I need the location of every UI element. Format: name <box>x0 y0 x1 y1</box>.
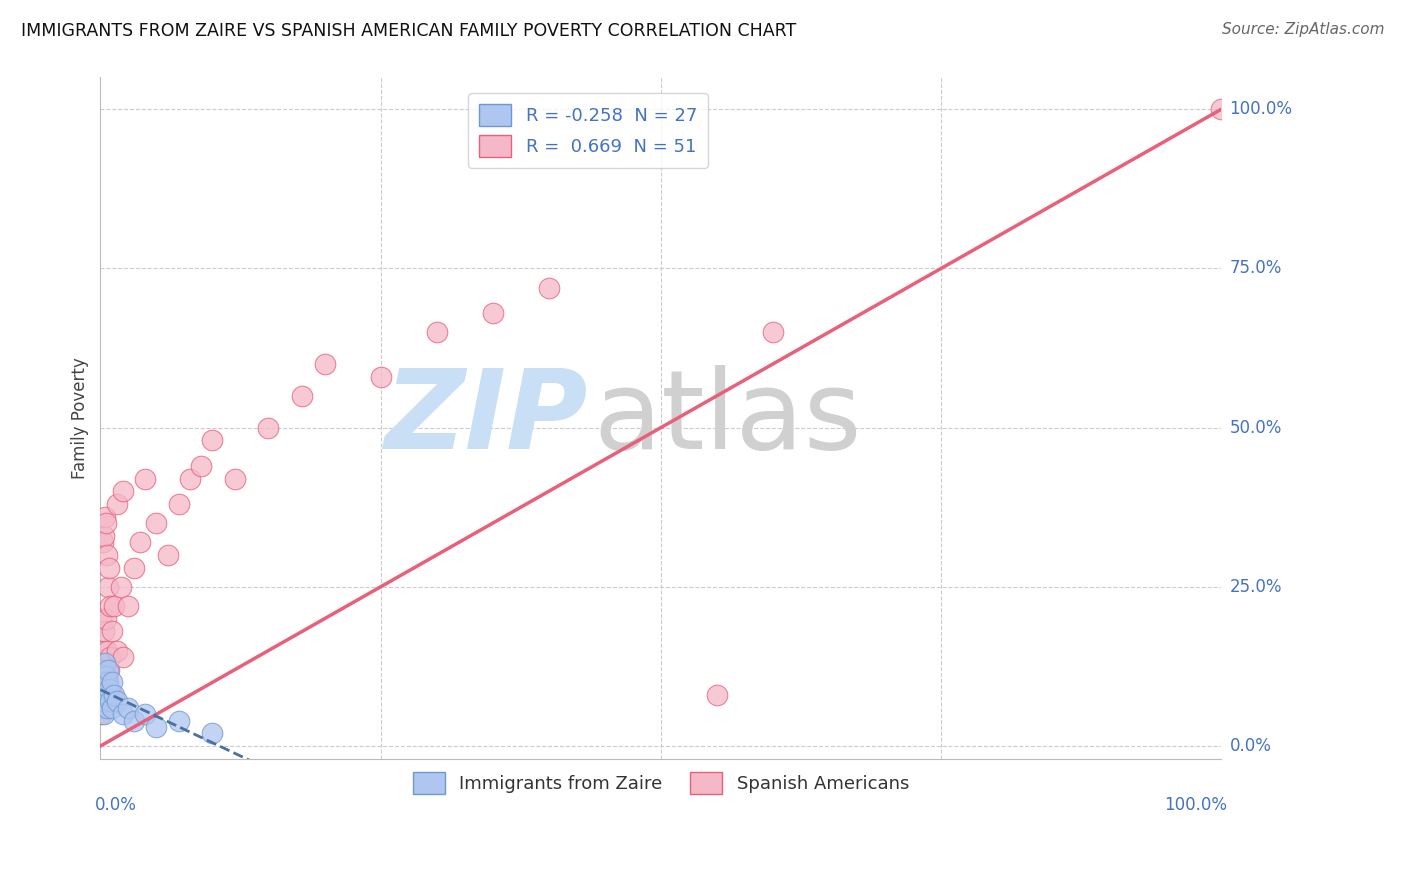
Point <box>179 472 201 486</box>
Text: 25.0%: 25.0% <box>1230 578 1282 596</box>
Point <box>111 484 134 499</box>
Point <box>93 624 115 639</box>
Point <box>105 694 128 708</box>
Point <box>706 688 728 702</box>
Point <box>134 707 156 722</box>
Point <box>103 599 125 613</box>
Point <box>97 663 120 677</box>
Point <box>314 357 336 371</box>
Y-axis label: Family Poverty: Family Poverty <box>72 357 89 479</box>
Point <box>91 643 114 657</box>
Point <box>145 516 167 531</box>
Point <box>90 707 112 722</box>
Text: 100.0%: 100.0% <box>1164 797 1227 814</box>
Point <box>224 472 246 486</box>
Point <box>94 516 117 531</box>
Point <box>105 497 128 511</box>
Point <box>97 580 120 594</box>
Point <box>90 663 112 677</box>
Point <box>91 701 114 715</box>
Point <box>94 688 117 702</box>
Point <box>117 701 139 715</box>
Point <box>110 580 132 594</box>
Point <box>167 497 190 511</box>
Text: Source: ZipAtlas.com: Source: ZipAtlas.com <box>1222 22 1385 37</box>
Point <box>111 649 134 664</box>
Point <box>201 726 224 740</box>
Point <box>94 669 117 683</box>
Text: 50.0%: 50.0% <box>1230 418 1282 437</box>
Point <box>762 325 785 339</box>
Point <box>201 434 224 448</box>
Point <box>98 663 121 677</box>
Point <box>94 663 117 677</box>
Text: ZIP: ZIP <box>384 365 588 472</box>
Point <box>100 675 122 690</box>
Point <box>90 688 112 702</box>
Point <box>94 657 117 671</box>
Point <box>94 612 117 626</box>
Point <box>96 675 118 690</box>
Point <box>96 701 118 715</box>
Point <box>93 529 115 543</box>
Point <box>97 688 120 702</box>
Point <box>90 612 112 626</box>
Point <box>100 688 122 702</box>
Point <box>96 548 118 562</box>
Point <box>93 681 115 696</box>
Point <box>90 675 112 690</box>
Point <box>97 675 120 690</box>
Text: 0.0%: 0.0% <box>1230 737 1271 755</box>
Point <box>167 714 190 728</box>
Point <box>98 560 121 574</box>
Text: 0.0%: 0.0% <box>94 797 136 814</box>
Point <box>122 560 145 574</box>
Text: 100.0%: 100.0% <box>1230 100 1292 119</box>
Point <box>128 535 150 549</box>
Point <box>91 535 114 549</box>
Point <box>100 599 122 613</box>
Point <box>257 420 280 434</box>
Text: IMMIGRANTS FROM ZAIRE VS SPANISH AMERICAN FAMILY POVERTY CORRELATION CHART: IMMIGRANTS FROM ZAIRE VS SPANISH AMERICA… <box>21 22 796 40</box>
Point <box>103 688 125 702</box>
Point <box>134 472 156 486</box>
Legend: Immigrants from Zaire, Spanish Americans: Immigrants from Zaire, Spanish Americans <box>405 764 917 801</box>
Point <box>98 681 121 696</box>
Point <box>100 649 122 664</box>
Point <box>145 720 167 734</box>
Text: atlas: atlas <box>593 365 862 472</box>
Point <box>190 458 212 473</box>
Point <box>105 643 128 657</box>
Point <box>91 675 114 690</box>
Point <box>117 599 139 613</box>
Point <box>91 688 114 702</box>
Point <box>111 707 134 722</box>
Point <box>94 681 117 696</box>
Point <box>100 694 122 708</box>
Point <box>122 714 145 728</box>
Point <box>481 306 503 320</box>
Point <box>94 509 117 524</box>
Point <box>100 624 122 639</box>
Point <box>156 548 179 562</box>
Point <box>100 701 122 715</box>
Text: 75.0%: 75.0% <box>1230 260 1282 277</box>
Point <box>93 707 115 722</box>
Point <box>537 280 560 294</box>
Point <box>1211 103 1233 117</box>
Point <box>93 675 115 690</box>
Point <box>426 325 449 339</box>
Point <box>96 643 118 657</box>
Point <box>291 389 314 403</box>
Point <box>370 369 392 384</box>
Point <box>94 694 117 708</box>
